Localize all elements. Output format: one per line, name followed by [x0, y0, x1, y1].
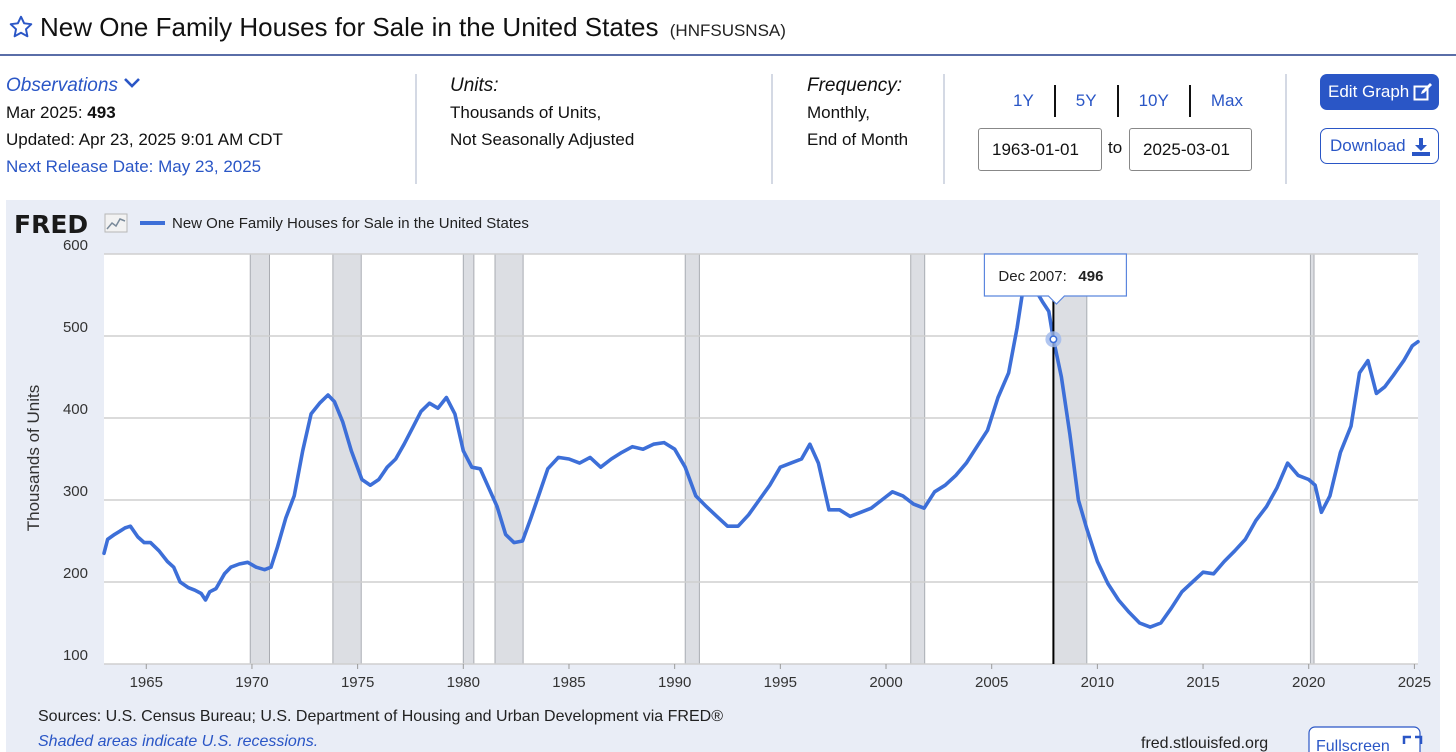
x-tick-label: 1970: [235, 674, 268, 691]
plot-area: [104, 254, 1418, 664]
frequency-line1: Monthly,: [807, 103, 870, 122]
x-tick-label: 1990: [658, 674, 691, 691]
range-max-button[interactable]: Max: [1210, 91, 1243, 110]
x-tick-label: 1965: [130, 674, 163, 691]
divider: [771, 74, 773, 184]
site-link[interactable]: fred.stlouisfed.org: [1141, 735, 1268, 752]
y-tick-label: 300: [63, 483, 88, 500]
x-tick-label: 2005: [975, 674, 1008, 691]
range-1y-button[interactable]: 1Y: [1013, 91, 1034, 110]
star-icon[interactable]: [8, 14, 34, 40]
x-tick-label: 2000: [869, 674, 902, 691]
fullscreen-icon: [1402, 735, 1423, 744]
y-tick-label: 600: [63, 237, 88, 254]
series-id: (HNFSUSNSA): [669, 21, 786, 40]
y-tick-label: 500: [63, 319, 88, 336]
fred-logo[interactable]: FRED: [14, 210, 88, 239]
recession-band: [1309, 253, 1315, 665]
x-tick-label: 2025: [1398, 674, 1431, 691]
latest-date: Mar 2025:: [6, 103, 83, 122]
chart-panel: FRED New One Family Houses for Sale in t…: [6, 200, 1440, 752]
y-tick-label: 100: [63, 647, 88, 664]
next-release-date: Next Release Date: May 23, 2025: [6, 157, 262, 176]
recession-note[interactable]: Shaded areas indicate U.S. recessions.: [38, 733, 318, 750]
recession-band: [494, 253, 524, 665]
x-tick-label: 2020: [1292, 674, 1325, 691]
divider: [415, 74, 417, 184]
chevron-down-icon[interactable]: [123, 77, 141, 89]
date-to-label: to: [1108, 138, 1123, 157]
end-date-input[interactable]: 2025-03-01: [1129, 128, 1252, 171]
tooltip-date: Dec 2007:: [998, 268, 1066, 285]
observations-toggle[interactable]: Observations: [6, 72, 283, 99]
download-button[interactable]: Download: [1320, 128, 1439, 164]
x-tick-label: 2015: [1186, 674, 1219, 691]
sources-text: Sources: U.S. Census Bureau; U.S. Depart…: [38, 708, 723, 725]
x-tick-label: 2010: [1081, 674, 1114, 691]
tooltip-marker: [1049, 335, 1058, 344]
frequency-line2: End of Month: [807, 130, 909, 149]
fullscreen-label: Fullscreen: [1316, 738, 1390, 752]
updated-text: Updated: Apr 23, 2025 9:01 AM CDT: [6, 130, 283, 149]
observations-block: Observations Mar 2025: 493 Updated: Apr …: [6, 72, 283, 180]
frequency-label: Frequency:: [807, 75, 903, 96]
latest-observation: Mar 2025: 493: [6, 99, 283, 126]
page-title: New One Family Houses for Sale in the Un…: [40, 12, 786, 43]
units-line1: Thousands of Units,: [450, 103, 602, 122]
recession-band: [1052, 253, 1088, 665]
range-selector: 1Y 5Y 10Y Max: [1002, 84, 1263, 118]
series-line[interactable]: [102, 275, 1420, 629]
x-tick-label: 1980: [447, 674, 480, 691]
recession-band: [910, 253, 926, 665]
y-tick-label: 200: [63, 565, 88, 582]
edit-graph-button[interactable]: Edit Graph: [1320, 74, 1439, 110]
series-title: New One Family Houses for Sale in the Un…: [40, 12, 659, 42]
recession-band: [332, 253, 362, 665]
recession-band: [684, 253, 700, 665]
x-tick-label: 1975: [341, 674, 374, 691]
units-label: Units:: [450, 75, 499, 96]
fred-graph-icon: [104, 213, 128, 233]
edit-icon: [1413, 83, 1432, 101]
y-tick-label: 400: [63, 401, 88, 418]
x-tick-label: 1985: [552, 674, 585, 691]
tooltip-value: 496: [1078, 268, 1103, 285]
divider: [1116, 85, 1119, 117]
divider: [1285, 74, 1287, 184]
range-10y-button[interactable]: 10Y: [1138, 91, 1169, 110]
start-date-input[interactable]: 1963-01-01: [978, 128, 1102, 171]
title-bar: New One Family Houses for Sale in the Un…: [0, 0, 1456, 56]
observations-label[interactable]: Observations: [6, 75, 118, 96]
legend-label: New One Family Houses for Sale in the Un…: [172, 215, 529, 232]
divider: [943, 74, 945, 184]
latest-value: 493: [87, 103, 116, 122]
download-label: Download: [1330, 136, 1406, 155]
divider: [1188, 85, 1191, 117]
download-icon: [1412, 138, 1430, 156]
units-line2: Not Seasonally Adjusted: [450, 130, 635, 149]
line-chart[interactable]: FRED New One Family Houses for Sale in t…: [6, 200, 1440, 752]
frequency-block: Frequency: Monthly, End of Month: [807, 72, 908, 153]
range-5y-button[interactable]: 5Y: [1075, 91, 1097, 110]
fullscreen-button[interactable]: Fullscreen: [1308, 726, 1423, 752]
tooltip-box: [983, 253, 1128, 305]
edit-graph-label: Edit Graph: [1328, 82, 1410, 101]
recession-band: [249, 253, 270, 665]
divider: [1053, 85, 1056, 117]
y-axis-label: Thousands of Units: [24, 385, 43, 531]
x-tick-label: 1995: [764, 674, 797, 691]
units-block: Units: Thousands of Units, Not Seasonall…: [450, 72, 634, 153]
